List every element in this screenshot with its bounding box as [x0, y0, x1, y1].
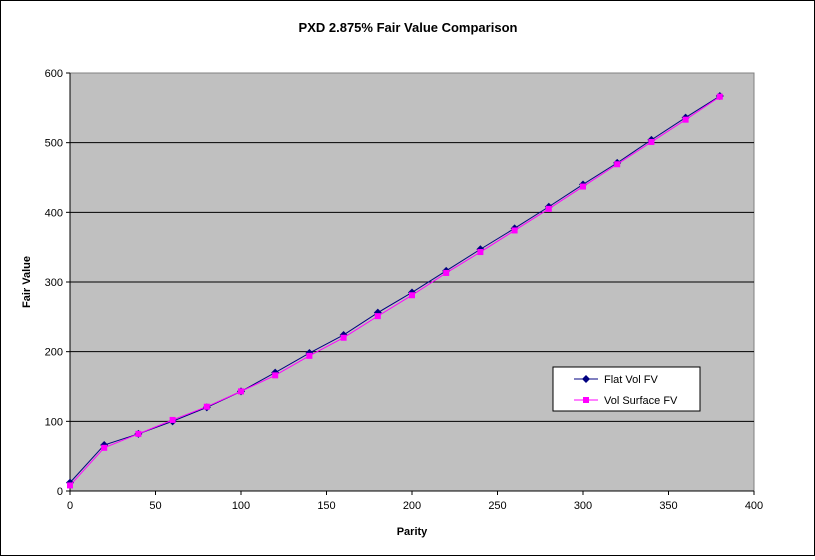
- y-axis-label: Fair Value: [21, 256, 33, 308]
- y-tick-label: 300: [45, 277, 63, 289]
- x-axis-label: Parity: [397, 526, 428, 538]
- data-point: [477, 249, 484, 256]
- y-tick-label: 0: [57, 486, 63, 498]
- y-tick-label: 500: [45, 138, 63, 150]
- legend-marker: [582, 375, 590, 383]
- x-tick-label: 250: [488, 500, 506, 512]
- y-tick-label: 400: [45, 207, 63, 219]
- x-tick-label: 150: [317, 500, 335, 512]
- data-point: [409, 292, 415, 299]
- legend: Flat Vol FV Vol Surface FV: [552, 366, 701, 412]
- legend-label: Flat Vol FV: [604, 374, 658, 386]
- data-point: [648, 138, 655, 145]
- x-tick-label: 300: [574, 500, 592, 512]
- data-point: [238, 388, 244, 395]
- legend-box: [552, 366, 701, 412]
- y-tick-label: 600: [45, 68, 63, 80]
- data-point: [545, 205, 552, 212]
- x-tick-label: 350: [659, 500, 677, 512]
- x-tick-label: 100: [232, 500, 250, 512]
- data-point: [374, 313, 381, 320]
- data-point: [101, 444, 108, 451]
- y-tick-label: 200: [45, 347, 63, 359]
- data-point: [135, 430, 142, 437]
- data-point: [614, 161, 621, 168]
- y-tick-labels: 0 100 200 300 400 500 600: [45, 68, 70, 498]
- y-tick-label: 100: [45, 416, 63, 428]
- series-2: [67, 93, 723, 489]
- legend-label: Vol Surface FV: [604, 395, 678, 407]
- data-point: [580, 183, 586, 190]
- data-point: [716, 93, 723, 100]
- data-point: [443, 269, 450, 276]
- chart-title: PXD 2.875% Fair Value Comparison: [299, 20, 518, 35]
- x-tick-label: 0: [67, 500, 73, 512]
- x-tick-label: 50: [149, 500, 161, 512]
- data-point: [511, 227, 518, 234]
- data-point: [203, 403, 210, 410]
- gridlines: [70, 142, 754, 422]
- data-point: [306, 352, 313, 359]
- x-tick-labels: 0 50 100 150 200 250 300 350 400: [67, 491, 763, 512]
- data-point: [67, 482, 73, 489]
- x-tick-label: 400: [745, 500, 763, 512]
- series-line: [69, 95, 721, 483]
- data-point: [169, 416, 176, 423]
- legend-marker: [583, 397, 589, 403]
- x-tick-label: 200: [403, 500, 421, 512]
- data-point: [272, 372, 279, 379]
- series-line: [69, 96, 721, 486]
- data-point: [340, 334, 347, 341]
- data-point: [682, 116, 689, 123]
